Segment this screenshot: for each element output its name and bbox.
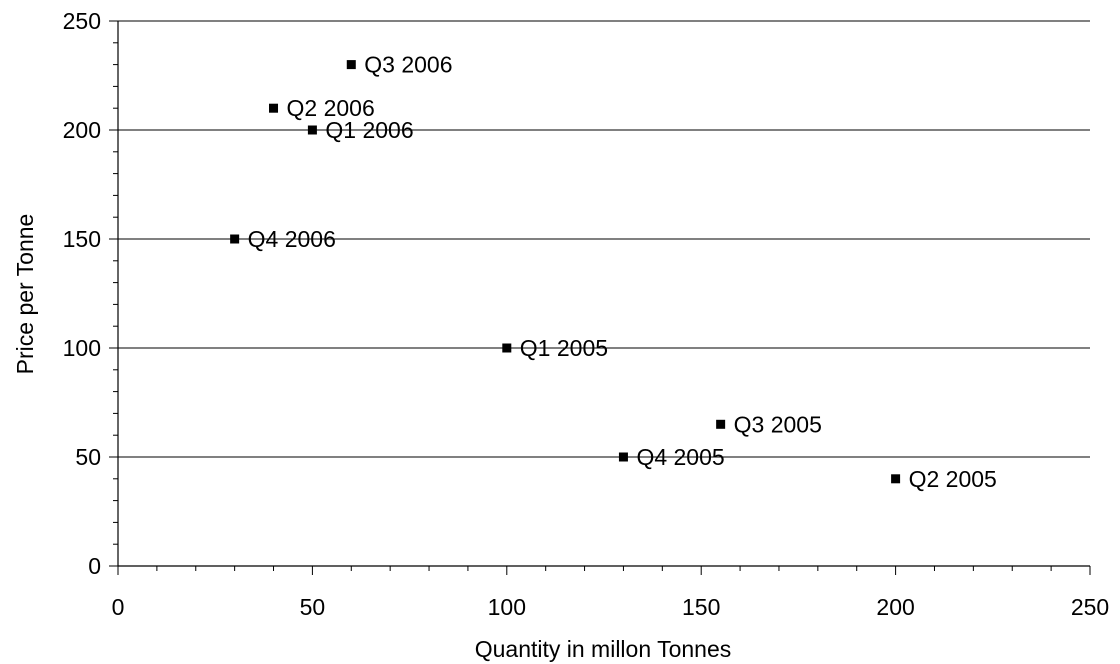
data-point — [307, 125, 317, 135]
x-tick-label: 200 — [876, 594, 914, 620]
axes — [117, 21, 1090, 567]
data-point — [230, 234, 240, 244]
data-point-label: Q2 2006 — [287, 95, 375, 121]
y-tick-label: 200 — [63, 117, 101, 143]
gridlines — [118, 20, 1090, 458]
x-tick-label: 150 — [682, 594, 720, 620]
data-point — [716, 419, 726, 429]
x-tick-label: 100 — [488, 594, 526, 620]
data-point — [269, 103, 279, 113]
data-point-label: Q4 2006 — [248, 226, 336, 252]
y-axis-title: Price per Tonne — [12, 214, 38, 375]
x-tick-label: 0 — [112, 594, 125, 620]
y-tick-label: 0 — [88, 553, 101, 579]
data-point-label: Q3 2006 — [364, 52, 452, 78]
x-axis-title: Quantity in millon Tonnes — [475, 636, 732, 662]
data-point — [618, 452, 628, 462]
y-tick-label: 50 — [75, 444, 101, 470]
y-tick-label: 100 — [63, 335, 101, 361]
data-point — [346, 60, 356, 70]
axis-ticks: 0 50 100 150 200 250 0 50 100 150 200 250 — [63, 8, 1110, 620]
data-point-label: Q2 2005 — [909, 466, 997, 492]
data-point — [891, 474, 901, 484]
data-point-label: Q1 2005 — [520, 335, 608, 361]
data-point-label: Q1 2006 — [325, 117, 413, 143]
y-tick-label: 250 — [63, 8, 101, 34]
data-point — [502, 343, 512, 353]
x-tick-label: 50 — [300, 594, 326, 620]
data-point-label: Q4 2005 — [636, 444, 724, 470]
y-tick-label: 150 — [63, 226, 101, 252]
x-tick-label: 250 — [1071, 594, 1109, 620]
data-point-label: Q3 2005 — [734, 411, 822, 437]
